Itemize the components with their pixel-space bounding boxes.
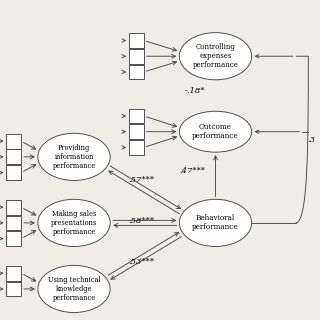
Ellipse shape bbox=[38, 199, 110, 246]
FancyBboxPatch shape bbox=[129, 108, 144, 124]
Text: .47***: .47*** bbox=[179, 167, 205, 175]
Text: Outcome
performance: Outcome performance bbox=[192, 123, 239, 140]
Text: .3: .3 bbox=[308, 136, 316, 144]
Ellipse shape bbox=[180, 199, 252, 246]
Text: Making sales
presentations
performance: Making sales presentations performance bbox=[51, 210, 97, 236]
Text: .57***: .57*** bbox=[129, 176, 155, 184]
FancyBboxPatch shape bbox=[6, 215, 21, 230]
FancyBboxPatch shape bbox=[6, 282, 21, 296]
Text: .58***: .58*** bbox=[129, 217, 155, 225]
FancyBboxPatch shape bbox=[129, 49, 144, 64]
Text: Providing
information
performance: Providing information performance bbox=[52, 144, 96, 170]
FancyBboxPatch shape bbox=[129, 33, 144, 48]
Text: -.18*: -.18* bbox=[185, 87, 205, 95]
FancyBboxPatch shape bbox=[129, 65, 144, 79]
Ellipse shape bbox=[38, 133, 110, 180]
Ellipse shape bbox=[38, 265, 110, 313]
Ellipse shape bbox=[180, 33, 252, 80]
FancyBboxPatch shape bbox=[6, 149, 21, 164]
Text: Behavioral
performance: Behavioral performance bbox=[192, 214, 239, 231]
Text: .53***: .53*** bbox=[129, 258, 155, 266]
FancyBboxPatch shape bbox=[6, 134, 21, 148]
FancyBboxPatch shape bbox=[6, 231, 21, 246]
FancyBboxPatch shape bbox=[129, 140, 144, 155]
FancyBboxPatch shape bbox=[6, 200, 21, 215]
FancyBboxPatch shape bbox=[6, 165, 21, 180]
Text: Using technical
knowledge
performance: Using technical knowledge performance bbox=[48, 276, 100, 302]
FancyBboxPatch shape bbox=[129, 124, 144, 139]
Ellipse shape bbox=[180, 111, 252, 152]
FancyBboxPatch shape bbox=[6, 266, 21, 281]
Text: Controlling
expenses
performance: Controlling expenses performance bbox=[193, 43, 238, 69]
